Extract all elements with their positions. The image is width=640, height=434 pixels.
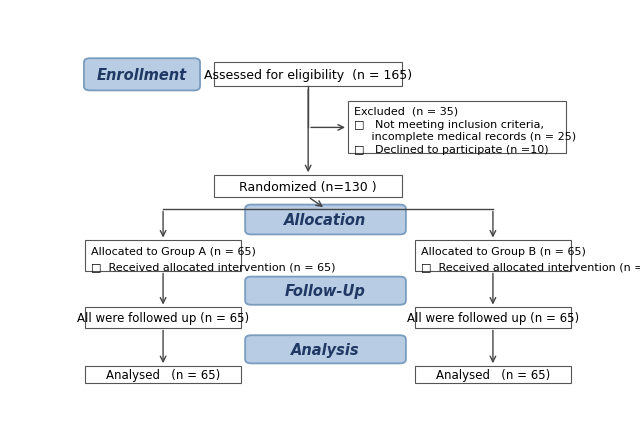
FancyBboxPatch shape — [245, 277, 406, 305]
Text: Analysed   (n = 65): Analysed (n = 65) — [106, 368, 220, 381]
Text: Excluded  (n = 35): Excluded (n = 35) — [354, 106, 458, 116]
Text: □   Not meeting inclusion criteria,: □ Not meeting inclusion criteria, — [354, 119, 544, 129]
FancyBboxPatch shape — [348, 102, 566, 154]
Text: Analysed   (n = 65): Analysed (n = 65) — [436, 368, 550, 381]
Text: □  Received allocated intervention (n = 65): □ Received allocated intervention (n = 6… — [420, 261, 640, 271]
Text: All were followed up (n = 65): All were followed up (n = 65) — [77, 311, 249, 324]
FancyBboxPatch shape — [85, 366, 241, 383]
Text: incomplete medical records (n = 25): incomplete medical records (n = 25) — [354, 132, 576, 142]
Text: Enrollment: Enrollment — [97, 68, 187, 82]
Text: Follow-Up: Follow-Up — [285, 283, 366, 299]
Text: Assessed for eligibility  (n = 165): Assessed for eligibility (n = 165) — [204, 69, 412, 82]
FancyBboxPatch shape — [415, 366, 571, 383]
Text: □  Received allocated intervention (n = 65): □ Received allocated intervention (n = 6… — [91, 261, 335, 271]
Text: □   Declined to participate (n =10): □ Declined to participate (n =10) — [354, 145, 548, 155]
FancyBboxPatch shape — [85, 308, 241, 328]
FancyBboxPatch shape — [85, 241, 241, 271]
Text: Allocation: Allocation — [284, 213, 367, 227]
Text: Allocated to Group B (n = 65): Allocated to Group B (n = 65) — [420, 247, 586, 256]
FancyBboxPatch shape — [245, 335, 406, 364]
Text: Analysis: Analysis — [291, 342, 360, 357]
Text: Allocated to Group A (n = 65): Allocated to Group A (n = 65) — [91, 247, 256, 256]
Text: Randomized (n=130 ): Randomized (n=130 ) — [239, 180, 377, 193]
FancyBboxPatch shape — [84, 59, 200, 91]
FancyBboxPatch shape — [245, 205, 406, 235]
FancyBboxPatch shape — [415, 308, 571, 328]
FancyBboxPatch shape — [415, 241, 571, 271]
Text: All were followed up (n = 65): All were followed up (n = 65) — [407, 311, 579, 324]
FancyBboxPatch shape — [214, 176, 403, 197]
FancyBboxPatch shape — [214, 63, 403, 87]
